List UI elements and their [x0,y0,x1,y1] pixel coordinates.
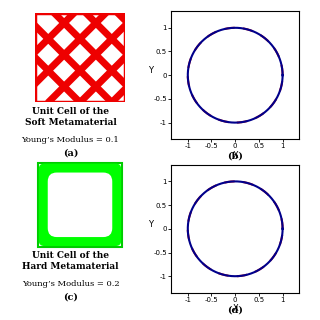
X-axis label: X: X [232,304,238,313]
Text: (c): (c) [63,293,78,302]
Text: Young’s Modulus = 0.1: Young’s Modulus = 0.1 [21,136,119,144]
FancyBboxPatch shape [48,172,112,237]
Text: (a): (a) [63,149,78,158]
FancyBboxPatch shape [39,164,121,246]
Text: Unit Cell of the
Hard Metamaterial: Unit Cell of the Hard Metamaterial [22,251,119,271]
Text: Young’s Modulus = 0.2: Young’s Modulus = 0.2 [21,280,119,288]
X-axis label: X: X [232,151,238,160]
Text: (d): (d) [227,306,243,315]
Text: Unit Cell of the
Soft Metamaterial: Unit Cell of the Soft Metamaterial [25,107,116,127]
Y-axis label: Y: Y [148,66,153,75]
Y-axis label: Y: Y [148,220,153,229]
Text: (b): (b) [227,152,243,161]
